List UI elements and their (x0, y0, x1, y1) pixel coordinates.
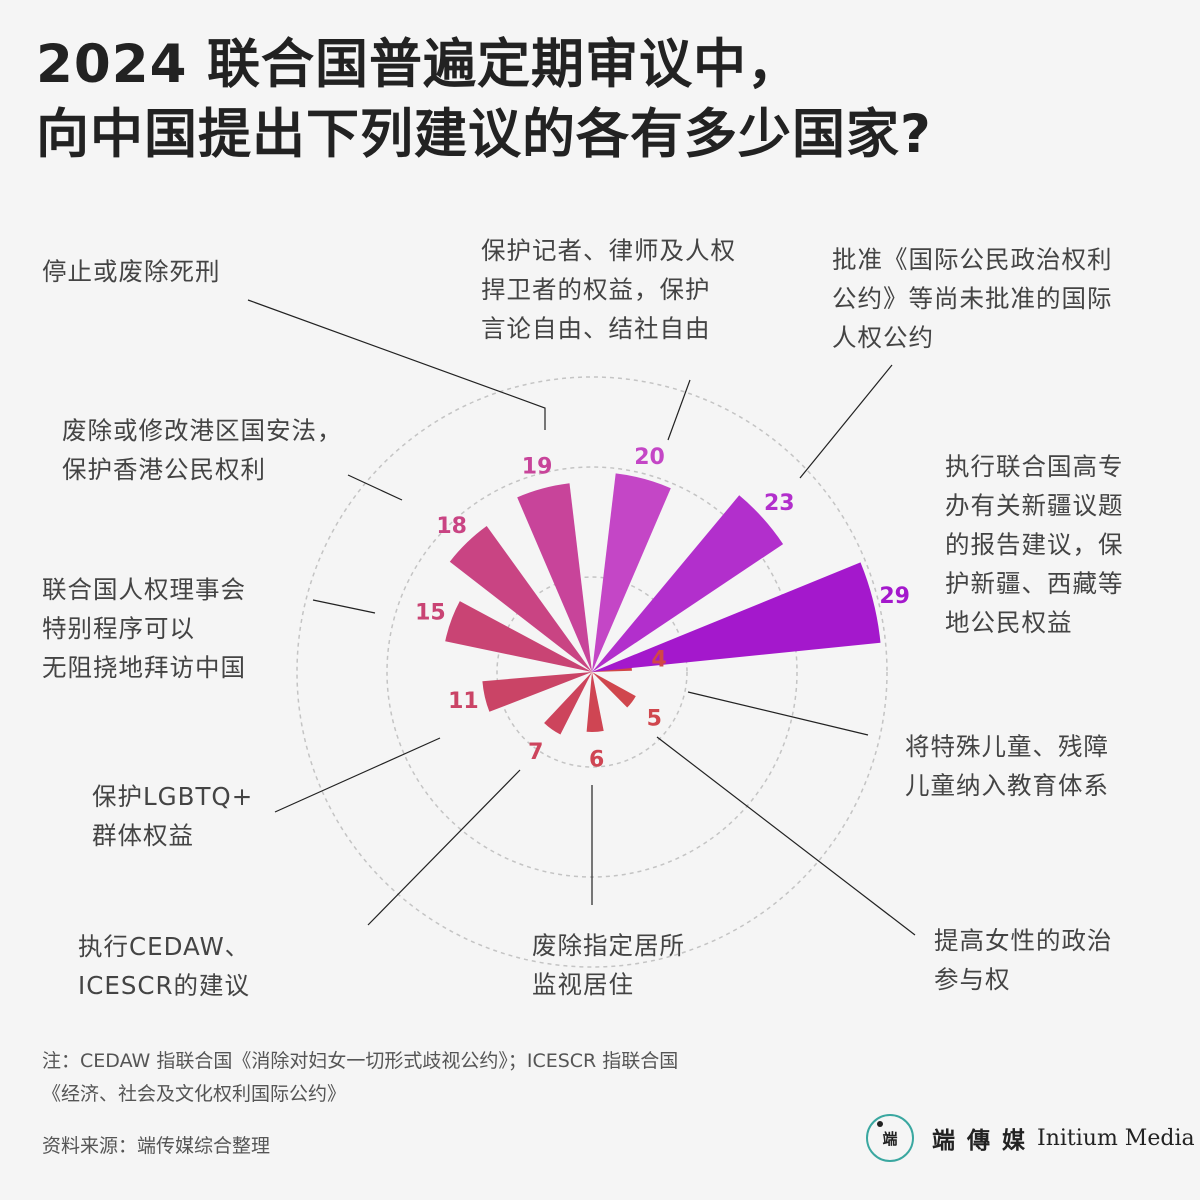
leader-line-15 (312, 599, 376, 614)
value-label-7: 7 (528, 740, 543, 765)
source-credit: 资料来源：端传媒综合整理 (42, 1135, 271, 1157)
leader-line-18 (347, 474, 403, 501)
initium-media-logo: 端 端 傳 媒 Initium Media (866, 1112, 1195, 1164)
category-label-special-procedures: 联合国人权理事会 特别程序可以 无阻挠地拜访中国 (42, 575, 246, 682)
logo-english-name: Initium Media (1037, 1125, 1195, 1151)
bar-wedge-29 (592, 562, 881, 672)
logo-mark: 端 (866, 1114, 914, 1162)
bar-wedge-18 (449, 526, 592, 672)
chart-title: 2024 联合国普遍定期审议中， 向中国提出下列建议的各有多少国家? (36, 30, 1166, 170)
leader-line-19 (247, 299, 546, 430)
value-label-18: 18 (436, 514, 467, 539)
value-label-23: 23 (764, 491, 795, 516)
value-label-5: 5 (647, 706, 662, 731)
value-label-6: 6 (589, 747, 604, 772)
leader-line-23 (799, 364, 893, 479)
bar-wedge-5 (592, 672, 636, 708)
leader-line-11 (274, 737, 441, 813)
category-label-rsdl: 废除指定居所 监视居住 (532, 931, 685, 999)
bar-wedge-20 (592, 473, 671, 672)
grid-ring-3 (296, 376, 888, 968)
value-label-4: 4 (651, 648, 666, 673)
value-label-15: 15 (415, 601, 446, 626)
footnote-line-2: 《经济、社会及文化权利国际公约》 (42, 1083, 347, 1105)
bar-wedge-23 (592, 495, 784, 672)
value-label-20: 20 (634, 445, 665, 470)
logo-chinese-name: 端 傳 媒 (932, 1127, 1028, 1154)
category-label-xinjiang-tibet: 执行联合国高专 办有关新疆议题 的报告建议，保 护新疆、西藏等 地公民权益 (945, 452, 1124, 637)
category-label-women-political: 提高女性的政治 参与权 (934, 926, 1113, 994)
leader-line-7 (367, 769, 521, 926)
category-label-special-education: 将特殊儿童、残障 儿童纳入教育体系 (905, 732, 1109, 800)
grid-ring-1 (496, 576, 688, 768)
category-label-cedaw-icescr: 执行CEDAW、 ICESCR的建议 (78, 932, 251, 1000)
value-label-29: 29 (879, 584, 910, 609)
footnote-line-1: 注：CEDAW 指联合国《消除对妇女一切形式歧视公约》；ICESCR 指联合国 (42, 1050, 679, 1072)
category-label-iccpr: 批准《国际公民政治权利 公约》等尚未批准的国际 人权公约 (832, 245, 1113, 352)
category-label-death-penalty: 停止或废除死刑 (42, 257, 221, 286)
bar-wedge-19 (517, 483, 592, 672)
leader-line-4 (687, 691, 869, 736)
bar-wedge-11 (482, 672, 592, 712)
bar-wedge-7 (544, 672, 592, 735)
category-label-journalists-lawyers: 保护记者、律师及人权 捍卫者的权益，保护 言论自由、结社自由 (481, 236, 736, 343)
category-label-hk-nsl: 废除或修改港区国安法， 保护香港公民权利 (62, 416, 343, 484)
leader-line-20 (667, 379, 691, 441)
bar-wedge-6 (586, 672, 604, 733)
leader-line-5 (656, 736, 916, 936)
category-label-lgbtq: 保护LGBTQ+ 群体权益 (92, 782, 254, 850)
footnote: 注：CEDAW 指联合国《消除对妇女一切形式歧视公约》；ICESCR 指联合国 … (42, 1045, 678, 1111)
value-label-19: 19 (522, 455, 553, 480)
title-line-1: 2024 联合国普遍定期审议中， (36, 34, 801, 95)
title-line-2: 向中国提出下列建议的各有多少国家? (36, 104, 932, 165)
value-label-11: 11 (448, 689, 479, 714)
bar-wedge-15 (445, 601, 592, 672)
